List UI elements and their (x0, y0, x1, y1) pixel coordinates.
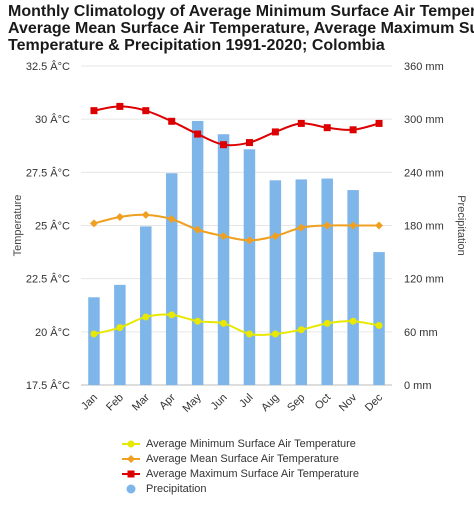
x-tick-label: Aug (259, 392, 281, 414)
mean-temperature-point (375, 221, 384, 230)
max-temperature-line (93, 105, 380, 147)
min-temperature-point (323, 319, 331, 327)
precipitation-bar (269, 180, 282, 385)
y-right-axis-title: Precipitation (455, 195, 467, 256)
precipitation-bar (295, 179, 308, 385)
max-temperature-point (142, 107, 150, 115)
mean-temperature-line (93, 213, 380, 242)
legend-swatch (122, 470, 140, 477)
max-temperature-point (245, 139, 253, 147)
y-left-tick-label: 25 Â°C (35, 220, 70, 233)
x-tick-label: Dec (363, 391, 386, 414)
legend-label: Average Maximum Surface Air Temperature (146, 467, 359, 480)
legend-item[interactable]: Average Maximum Surface Air Temperature (122, 466, 359, 481)
y-left-tick-label: 27.5 Â°C (26, 166, 70, 179)
precipitation-bar (114, 284, 126, 385)
legend-label: Precipitation (146, 482, 207, 495)
max-temperature-point (349, 126, 357, 134)
max-temperature-point (323, 124, 331, 132)
y-right-tick-label: 180 mm (404, 221, 444, 233)
y-left-tick-label: 22.5 Â°C (26, 273, 70, 286)
precipitation-bar (373, 252, 385, 385)
mean-temperature-point (349, 221, 358, 230)
precipitation-bar (88, 297, 100, 385)
legend-item[interactable]: Average Mean Surface Air Temperature (122, 451, 359, 466)
max-temperature-point (375, 119, 383, 127)
max-temperature-point (194, 130, 202, 138)
y-left-axis-title: Temperature (12, 195, 24, 257)
max-temperature-point (297, 119, 305, 127)
legend-item[interactable]: Precipitation (122, 481, 359, 496)
x-tick-label: Apr (157, 391, 178, 412)
mean-temperature-point (271, 232, 280, 241)
max-temperature-point (271, 128, 279, 136)
legend-label: Average Mean Surface Air Temperature (146, 452, 339, 465)
min-temperature-point (194, 317, 202, 325)
min-temperature-point (245, 330, 253, 338)
chart-title-line-3: Temperature & Precipitation 1991-2020; C… (8, 37, 385, 54)
x-tick-label: Jun (209, 392, 230, 413)
legend-label: Average Minimum Surface Air Temperature (146, 437, 356, 450)
chart-plot: 32.5 Â°C 30 Â°C 27.5 Â°C 25 Â°C 22.5 Â°C 20 Â… (12, 60, 467, 415)
legend-swatch (122, 454, 140, 463)
precipitation-bar (217, 134, 230, 385)
chart-title-line-2: Average Mean Surface Air Temperature, Av… (8, 20, 474, 37)
y-right-tick-label: 120 mm (404, 274, 444, 286)
x-tick-label: Jul (237, 392, 255, 410)
mean-temperature-point (89, 219, 98, 228)
y-right-tick-label: 360 mm (404, 61, 444, 73)
max-temperature-point (168, 117, 176, 125)
y-left-tick-label: 30 Â°C (35, 113, 70, 126)
legend-swatch (122, 440, 140, 447)
y-left-tick-label: 20 Â°C (35, 326, 70, 339)
mean-temperature-point (323, 221, 332, 230)
precipitation-bar (321, 178, 333, 385)
mean-temperature-point (141, 210, 150, 219)
min-temperature-point (90, 330, 98, 338)
max-temperature-point (116, 102, 124, 110)
legend-item[interactable]: Average Minimum Surface Air Temperature (122, 436, 359, 451)
y-right-tick-label: 60 mm (404, 327, 438, 339)
x-tick-label: Sep (285, 392, 307, 414)
x-tick-label: Jan (79, 392, 100, 413)
min-temperature-point (297, 326, 305, 334)
min-temperature-point (220, 319, 228, 327)
precipitation-bar (243, 149, 256, 385)
chart-title-line-1: Monthly Climatology of Average Minimum S… (8, 3, 474, 20)
max-temperature-point (90, 107, 98, 115)
mean-temperature-point (245, 236, 254, 245)
precipitation-bar (191, 120, 204, 385)
chart-title: Monthly Climatology of Average Minimum S… (8, 3, 474, 54)
x-tick-label: May (181, 391, 205, 415)
y-right-tick-label: 0 mm (404, 380, 432, 392)
mean-temperature-point (167, 215, 176, 224)
y-right-tick-label: 240 mm (404, 167, 444, 179)
min-temperature-point (375, 321, 383, 329)
max-temperature-point (220, 141, 228, 149)
mean-temperature-point (115, 212, 124, 221)
x-tick-label: Feb (104, 392, 126, 414)
min-temperature-point (349, 317, 357, 325)
y-left-tick-label: 32.5 Â°C (26, 60, 70, 73)
min-temperature-point (271, 330, 279, 338)
mean-temperature-point (193, 225, 202, 234)
mean-temperature-point (297, 223, 306, 232)
x-tick-label: Nov (337, 391, 360, 414)
precipitation-bar (165, 173, 178, 385)
precipitation-bar (140, 226, 152, 385)
mean-temperature-point (219, 232, 228, 241)
precipitation-bar (347, 190, 359, 385)
x-tick-label: Oct (313, 392, 334, 413)
y-right-tick-label: 300 mm (404, 114, 444, 126)
x-tick-label: Mar (130, 391, 152, 413)
min-temperature-point (168, 311, 176, 319)
min-temperature-point (142, 313, 150, 321)
y-left-tick-label: 17.5 Â°C (26, 379, 70, 392)
min-temperature-point (116, 324, 124, 332)
legend-swatch (126, 484, 136, 493)
chart-legend: Average Minimum Surface Air Temperature A… (122, 436, 359, 496)
